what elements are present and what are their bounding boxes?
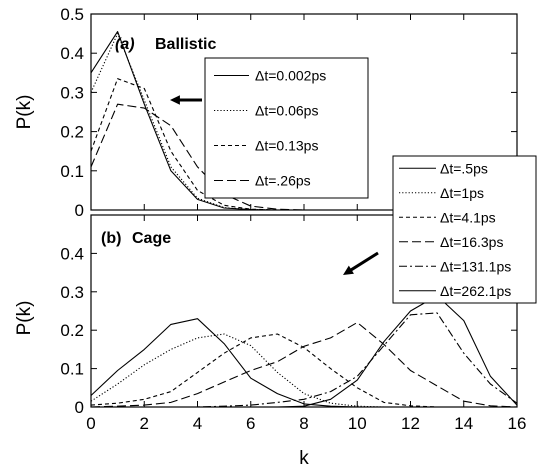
y-axis-label: P(k) — [14, 301, 35, 336]
legend-label-2: Δt=0.06ps — [255, 103, 318, 119]
panel-annotation-letter: (b) — [101, 230, 121, 247]
x-tick-label: 4 — [193, 414, 202, 433]
series-line-6 — [91, 295, 518, 408]
y-tick-label: 0.4 — [60, 44, 84, 63]
y-tick-label: 0 — [75, 201, 84, 220]
arrow-shaft — [349, 251, 379, 272]
arrow-head — [343, 265, 354, 275]
legend-box — [392, 155, 537, 304]
y-tick-label: 0 — [75, 398, 84, 417]
x-tick-label: 6 — [246, 414, 255, 433]
x-tick-label: 14 — [454, 414, 473, 433]
panel-annotation-letter: (a) — [115, 36, 135, 53]
legend-label-4: Δt=.26ps — [255, 173, 311, 189]
y-tick-label: 0.2 — [60, 123, 84, 142]
legend-label-1: Δt=0.002ps — [255, 68, 326, 84]
y-tick-label: 0.3 — [60, 283, 84, 302]
series-line-4 — [90, 321, 518, 408]
series-line-5 — [91, 312, 518, 408]
legend-label-5: Δt=131.1ps — [440, 258, 511, 274]
series-line-3 — [90, 333, 517, 408]
x-tick-label: 8 — [299, 414, 308, 433]
panel-a-ballistic: 0 0.1 0.2 0.3 0.4 0.5 P(k) (a) Ballistic Δt=0.002… — [14, 5, 518, 220]
x-tick-label: 0 — [86, 414, 95, 433]
legend-label-2: Δt=1ps — [440, 185, 484, 201]
x-tick-label: 12 — [401, 414, 420, 433]
y-tick-label: 0.1 — [60, 360, 84, 379]
series-line-1 — [90, 318, 517, 408]
x-axis-label: k — [299, 448, 309, 469]
legend-label-4: Δt=16.3ps — [440, 234, 503, 250]
x-tick-label: 2 — [140, 414, 149, 433]
y-tick-label: 0.4 — [60, 244, 84, 263]
legend-label-1: Δt=.5ps — [440, 160, 488, 176]
legend-label-6: Δt=262.1ps — [440, 283, 511, 299]
series-line-3 — [90, 78, 517, 211]
panel-annotation-text: Ballistic — [155, 36, 216, 53]
y-tick-label: 0.1 — [60, 162, 84, 181]
legend-label-3: Δt=0.13ps — [255, 138, 318, 154]
legend-label-3: Δt=4.1ps — [440, 209, 496, 225]
panel-annotation-text: Cage — [132, 230, 171, 247]
y-tick-label: 0.2 — [60, 321, 84, 340]
x-tick-label: 10 — [348, 414, 367, 433]
legend-box — [204, 57, 369, 199]
y-tick-label: 0.3 — [60, 83, 84, 102]
arrow-head — [170, 95, 180, 105]
y-axis-label: P(k) — [14, 95, 35, 130]
x-tick-label: 16 — [508, 414, 527, 433]
panel-b-cage: 0 0.1 0.2 0.3 0.4 0 2 4 6 8 10 12 14 16 P(k) (b) Cage Δt=… — [14, 155, 537, 433]
y-tick-label: 0.5 — [60, 5, 84, 24]
